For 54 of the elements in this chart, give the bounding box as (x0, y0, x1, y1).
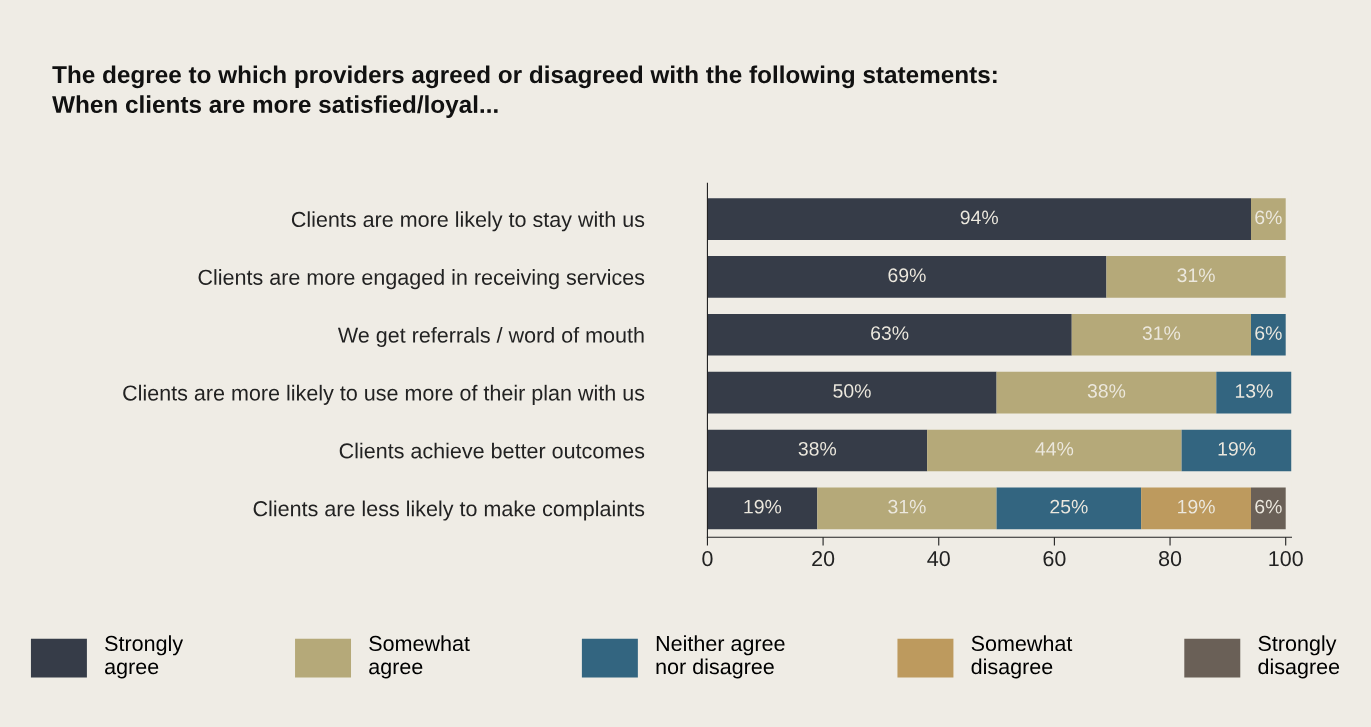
data-label: 19% (1218, 441, 1256, 456)
legend-label: Neither agree nor disagree (656, 635, 785, 679)
bar (1216, 371, 1292, 414)
bar (1141, 487, 1251, 530)
bar (1071, 313, 1251, 356)
bar (707, 429, 928, 472)
data-label: 94% (960, 210, 998, 225)
data-label: 19% (744, 499, 782, 514)
bar (1251, 487, 1286, 530)
x-tick-label: 80 (1159, 551, 1182, 567)
bar (1251, 313, 1286, 356)
x-tick-label: 40 (927, 551, 950, 567)
data-label: 19% (1178, 499, 1215, 514)
data-label: 13% (1235, 384, 1273, 398)
data-label: 25% (1050, 499, 1088, 514)
data-label: 31% (1142, 326, 1181, 340)
legend-label: Somewhat agree (369, 635, 470, 679)
data-label: 6% (1255, 326, 1282, 340)
y-tick-label: Clients are less likely to make complaints (253, 500, 645, 521)
data-label: 38% (798, 441, 837, 456)
bar (996, 487, 1142, 530)
bar (1181, 429, 1292, 472)
data-label: 6% (1255, 499, 1282, 514)
data-label: 50% (833, 384, 871, 398)
bar (996, 371, 1217, 414)
data-label: 6% (1255, 210, 1282, 225)
x-tick-label: 60 (1043, 551, 1066, 567)
bar (707, 256, 1107, 298)
bar (707, 313, 1072, 356)
data-label: 31% (888, 499, 926, 514)
chart-title: The degree to which providers agreed or disagreed with the following statements: When clients are more satisfied/loyal... (52, 65, 997, 118)
legend-label: Somewhat disagree (971, 635, 1073, 679)
data-label: 31% (1177, 268, 1215, 283)
x-tick-label: 20 (812, 551, 835, 567)
bar (1251, 198, 1286, 240)
x-tick-label: 0 (702, 551, 713, 567)
data-label: 44% (1035, 442, 1074, 456)
y-tick-label: Clients achieve better outcomes (339, 442, 645, 459)
bar (1106, 256, 1286, 298)
bar (707, 371, 997, 414)
bar (707, 487, 818, 530)
x-tick-label: 100 (1269, 551, 1303, 567)
y-tick-label: Clients are more likely to use more of their plan with us (123, 384, 645, 405)
bar (927, 429, 1182, 472)
legend-label: Strongly disagree (1258, 635, 1340, 679)
legend-label: Strongly agree (105, 635, 184, 679)
y-tick-label: Clients are more engaged in receiving services (198, 269, 645, 290)
bar (707, 198, 1251, 240)
y-tick-label: We get referrals / word of mouth (337, 326, 644, 348)
bar (817, 487, 997, 530)
data-label: 38% (1087, 384, 1126, 398)
data-label: 63% (871, 326, 909, 340)
data-label: 69% (888, 268, 926, 283)
y-tick-label: Clients are more likely to stay with us (291, 211, 645, 232)
